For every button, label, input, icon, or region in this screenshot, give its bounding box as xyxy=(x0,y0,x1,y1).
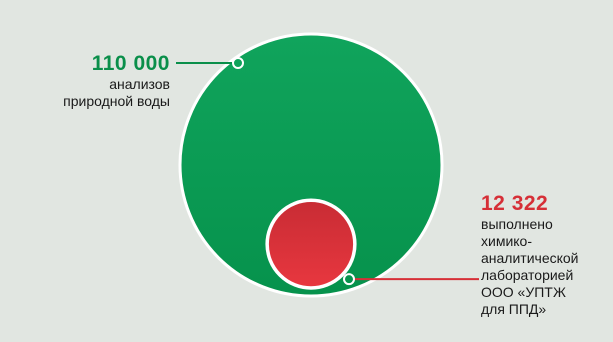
lab-analyses-circle xyxy=(265,198,357,290)
total-analyses-description: анализов природной воды xyxy=(63,76,170,109)
total-marker-dot xyxy=(232,57,244,69)
lab-marker-dot xyxy=(343,273,355,286)
lab-analyses-label: 12 322 выполнено химико- аналитической л… xyxy=(481,192,611,318)
lab-analyses-description: выполнено химико- аналитической лаборато… xyxy=(481,216,579,317)
total-analyses-circle xyxy=(178,32,444,298)
lab-analyses-value: 12 322 xyxy=(481,192,549,215)
total-analyses-label: 110 000 анализов природной воды xyxy=(30,52,170,110)
total-analyses-value: 110 000 xyxy=(91,52,170,75)
